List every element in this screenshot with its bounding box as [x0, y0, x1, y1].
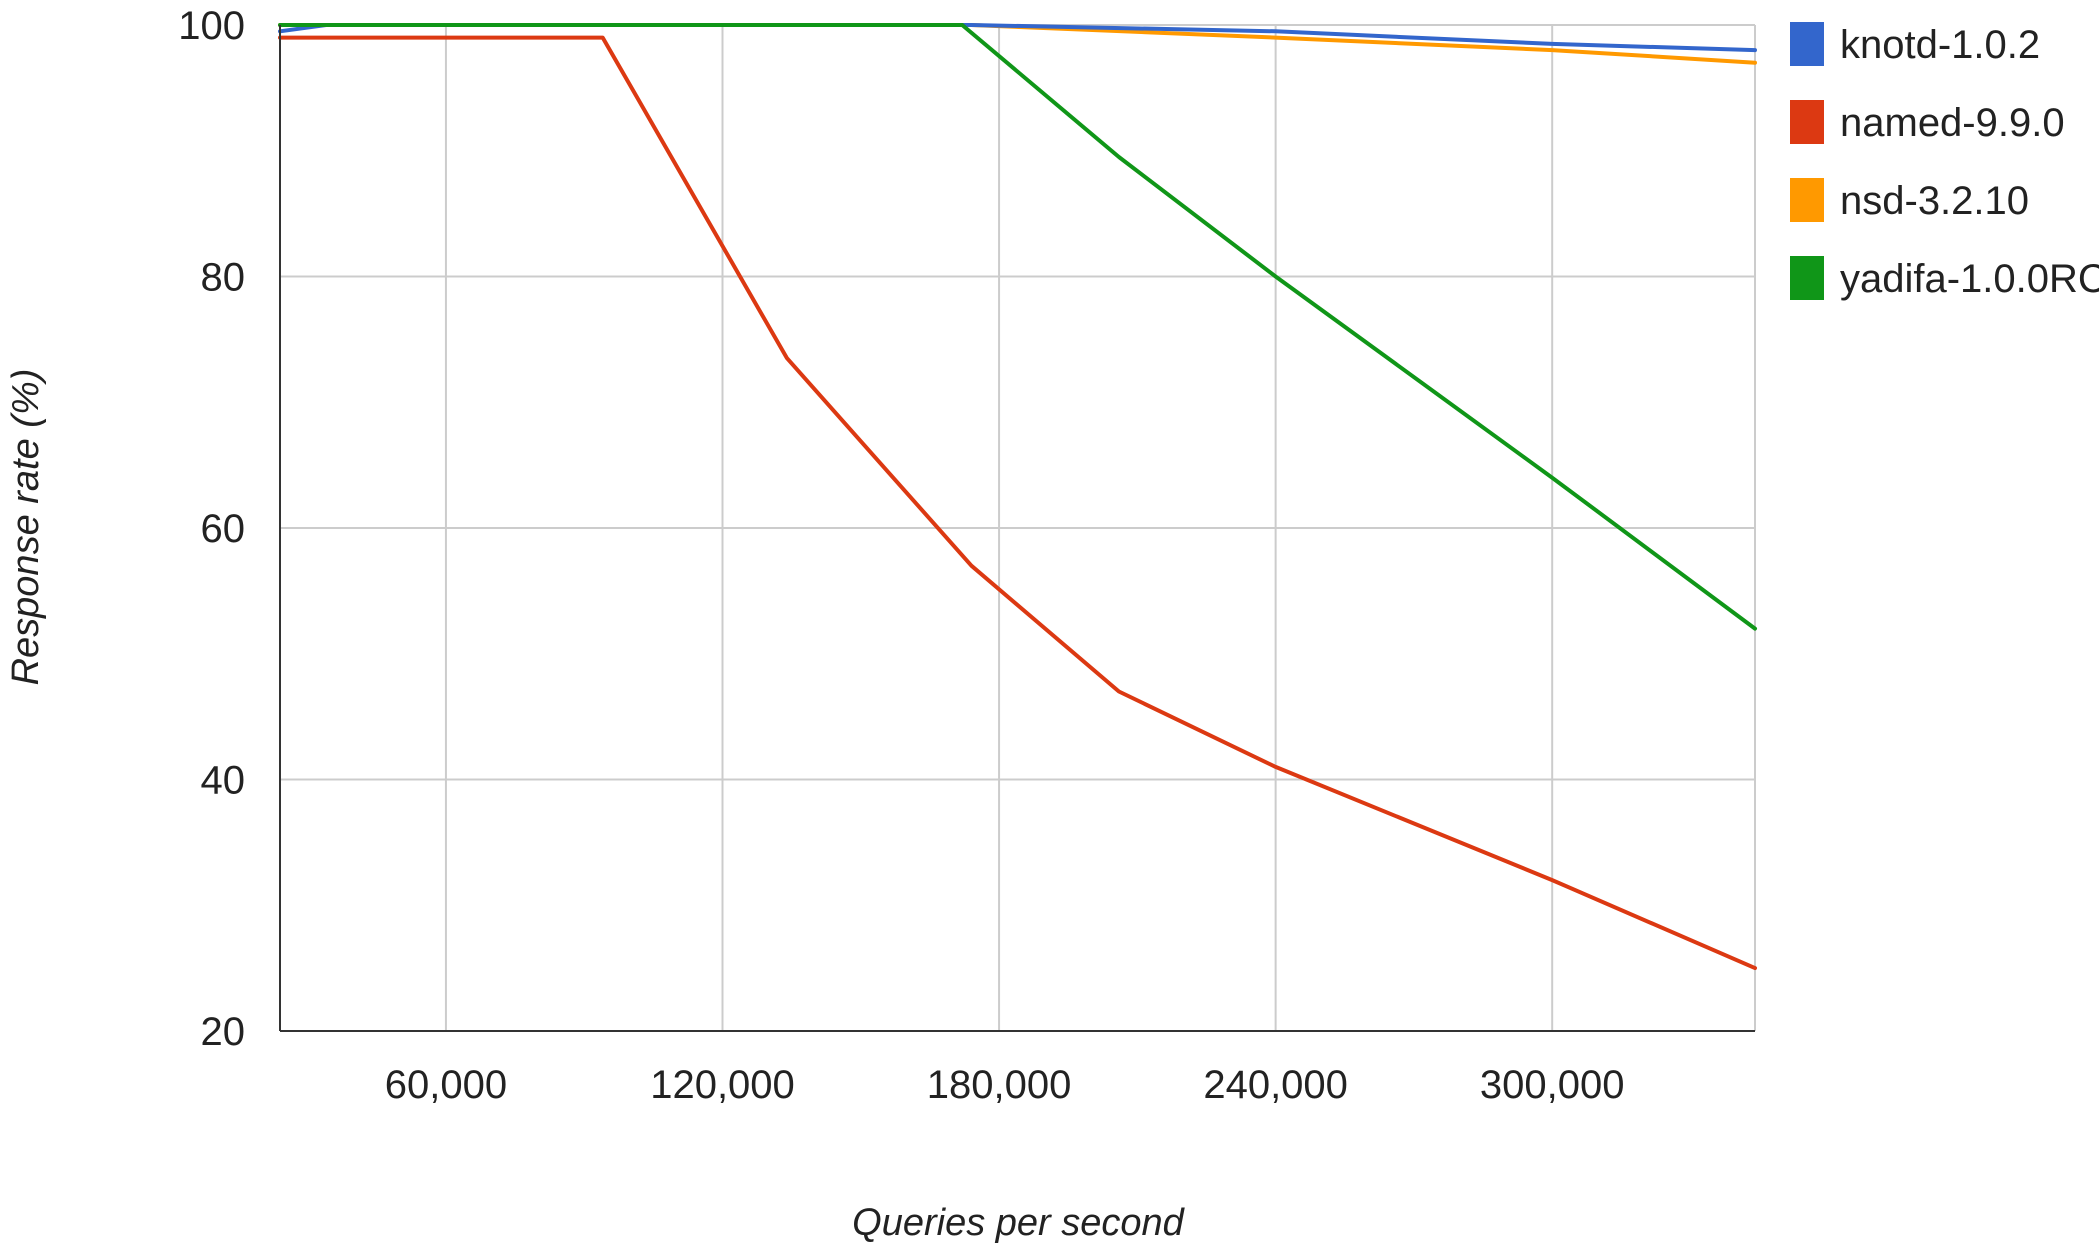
y-tick-label: 100: [178, 4, 245, 48]
series-line-yadifa-1.0.0RC2: [278, 23, 1757, 631]
legend-swatch: [1790, 178, 1824, 222]
legend-swatch: [1790, 256, 1824, 300]
tick-labels: 20 40 60 80 100 60,000 120,000 180,000 240,000 30…: [178, 4, 1624, 1107]
legend-label: yadifa-1.0.0RC2: [1840, 257, 2099, 301]
grid-lines: [280, 24, 1756, 1031]
x-tick-label: 300,000: [1480, 1063, 1625, 1107]
x-tick-label: 120,000: [650, 1063, 795, 1107]
legend-swatch: [1790, 100, 1824, 144]
series-lines: [278, 23, 1757, 971]
x-axis-title: Queries per second: [852, 1202, 1185, 1244]
legend-label: named-9.9.0: [1840, 101, 2065, 145]
y-axis-title: Response rate (%): [5, 369, 47, 686]
axes: [279, 25, 1755, 1032]
y-tick-label: 80: [201, 256, 246, 300]
x-tick-label: 60,000: [385, 1063, 507, 1107]
y-tick-label: 20: [201, 1010, 246, 1054]
series-line-named-9.9.0: [278, 35, 1757, 971]
y-tick-label: 40: [201, 759, 246, 803]
x-tick-label: 240,000: [1203, 1063, 1348, 1107]
legend: knotd-1.0.2 named-9.9.0 nsd-3.2.10 yadifa-1…: [1790, 22, 2099, 301]
y-tick-label: 60: [201, 507, 246, 551]
legend-label: nsd-3.2.10: [1840, 179, 2029, 223]
legend-swatch: [1790, 22, 1824, 66]
x-tick-label: 180,000: [927, 1063, 1072, 1107]
legend-label: knotd-1.0.2: [1840, 23, 2040, 67]
